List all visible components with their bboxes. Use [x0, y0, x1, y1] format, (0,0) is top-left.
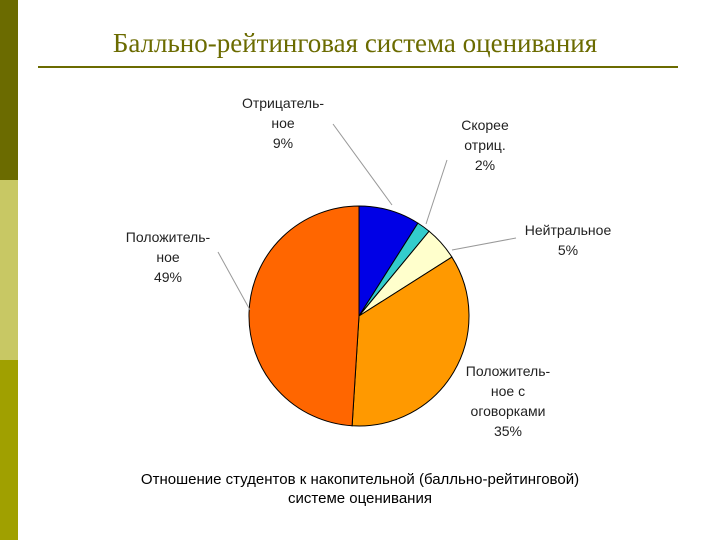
slice-label-line: 49%: [154, 269, 182, 285]
slice-label-line: отриц.: [464, 137, 505, 153]
slice-label-line: ное: [156, 249, 180, 265]
side-bar-middle: [0, 180, 18, 360]
leader-line-4: [217, 251, 251, 311]
slice-label-0: Отрицатель-ное 9%: [242, 95, 324, 151]
slide-title: Балльно-рейтинговая система оценивания: [112, 28, 598, 58]
side-bar-bottom: [0, 360, 18, 540]
leader-line-1: [425, 159, 448, 225]
slice-label-line: Положитель-: [466, 363, 551, 379]
chart-caption: Отношение студентов к накопительной (бал…: [60, 470, 660, 508]
slice-label-line: оговорками: [471, 403, 546, 419]
pie-slices: [248, 205, 470, 427]
pie-slice-3: [351, 256, 470, 427]
slice-label-line: 5%: [558, 242, 578, 258]
leader-line-2: [451, 237, 517, 251]
caption-line-1: Отношение студентов к накопительной (бал…: [140, 471, 580, 488]
slice-label-line: ное с: [491, 383, 525, 399]
side-bar-top: [0, 0, 18, 180]
slice-label-2: Нейтральное 5%: [525, 222, 612, 258]
slice-label-line: Нейтральное: [525, 222, 612, 238]
slice-label-line: 35%: [494, 423, 522, 439]
leader-lines: [217, 123, 517, 311]
slice-label-4: Положитель-ное 49%: [126, 229, 211, 285]
slice-label-3: Положитель-ное с оговорками 35%: [466, 363, 551, 439]
caption-line-2: системе оценивания: [288, 490, 432, 507]
slice-label-1: Скорее отриц. 2%: [461, 117, 509, 173]
slice-label-line: ное: [271, 115, 295, 131]
slice-label-line: 9%: [273, 135, 293, 151]
leader-line-0: [332, 123, 393, 206]
pie-slice-4: [248, 205, 360, 427]
title-underline: [38, 66, 678, 68]
slice-label-line: Скорее: [461, 117, 509, 133]
slice-label-line: Отрицатель-: [242, 95, 324, 111]
slice-labels: Отрицатель-ное 9% Скорее отриц. 2% Нейтрально…: [126, 95, 612, 439]
slice-label-line: 2%: [475, 157, 495, 173]
slice-label-line: Положитель-: [126, 229, 211, 245]
